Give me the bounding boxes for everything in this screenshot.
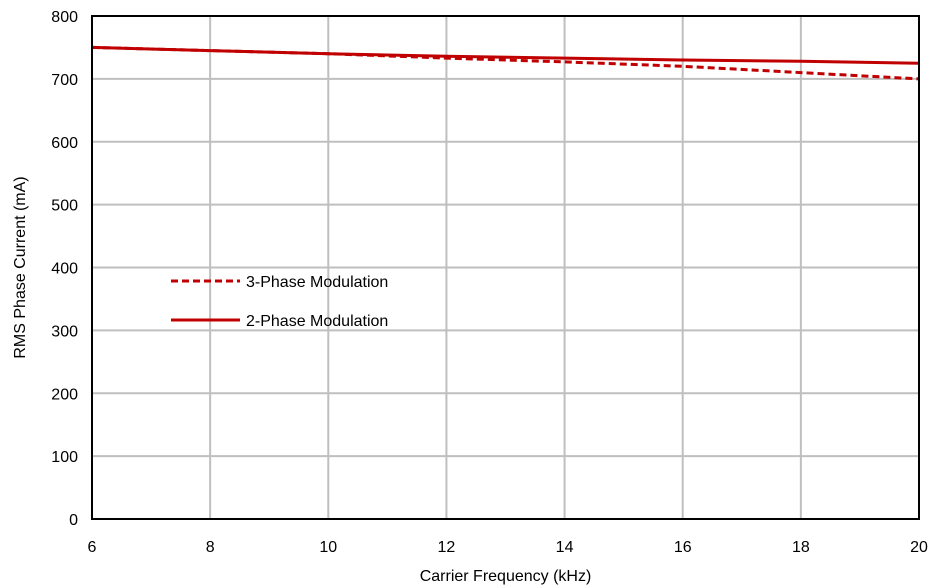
y-tick-label: 200 [51,386,78,403]
y-tick-label: 400 [51,261,78,278]
plot-frame [91,15,920,520]
y-axis-title: RMS Phase Current (mA) [12,176,29,358]
y-tick-label: 500 [51,198,78,215]
legend-label-2-phase: 2-Phase Modulation [246,313,388,330]
series-line-2-phase [91,45,920,65]
grid-lines [92,16,919,519]
x-tick-label: 12 [438,539,456,556]
x-axis-title: Carrier Frequency (kHz) [420,568,592,585]
x-tick-label: 14 [556,539,574,556]
x-tick-label: 10 [319,539,337,556]
y-tick-label: 300 [51,323,78,340]
x-tick-label: 18 [792,539,810,556]
x-tick-label: 8 [206,539,215,556]
y-tick-label: 800 [51,9,78,26]
x-tick-label: 6 [88,539,97,556]
legend: 3-Phase Modulation 2-Phase Modulation [171,274,388,330]
x-tick-label: 20 [910,539,928,556]
series-lines [91,45,920,81]
x-tick-label: 16 [674,539,692,556]
y-tick-label: 700 [51,72,78,89]
legend-label-3-phase: 3-Phase Modulation [246,274,388,291]
y-tick-label: 600 [51,135,78,152]
y-tick-label: 0 [69,512,78,529]
y-tick-label: 100 [51,449,78,466]
